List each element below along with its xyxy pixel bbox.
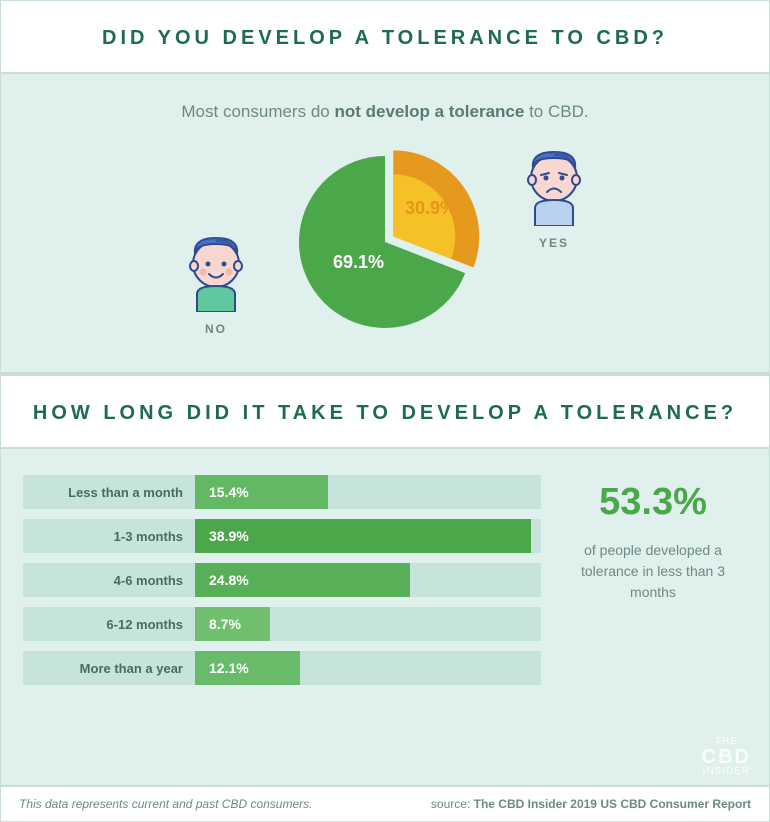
footer-source-label: source: bbox=[431, 797, 474, 811]
avatar-no-label: NO bbox=[205, 322, 227, 336]
bar-fill: 24.8% bbox=[195, 563, 410, 597]
bar-row: Less than a month15.4% bbox=[23, 475, 541, 509]
section2-title-band: HOW LONG DID IT TAKE TO DEVELOP A TOLERA… bbox=[1, 374, 769, 449]
pie-svg bbox=[285, 142, 485, 342]
bar-track: 38.9% bbox=[195, 519, 541, 553]
section2-body: Less than a month15.4%1-3 months38.9%4-6… bbox=[1, 449, 769, 705]
brand-logo: THE CBD INSIDER bbox=[702, 737, 751, 777]
section1-title: DID YOU DEVELOP A TOLERANCE TO CBD? bbox=[21, 27, 749, 50]
pie-label-no: 69.1% bbox=[333, 252, 384, 273]
bar-category-label: 4-6 months bbox=[23, 563, 195, 597]
bar-track: 8.7% bbox=[195, 607, 541, 641]
callout-percent: 53.3% bbox=[559, 481, 747, 524]
footer-note: This data represents current and past CB… bbox=[19, 797, 312, 811]
footer-source-name: The CBD Insider 2019 US CBD Consumer Rep… bbox=[474, 797, 751, 811]
pie-label-yes: 30.9% bbox=[405, 198, 456, 219]
section2-title: HOW LONG DID IT TAKE TO DEVELOP A TOLERA… bbox=[21, 402, 749, 425]
callout-text: of people developed a tolerance in less … bbox=[559, 540, 747, 603]
bar-category-label: 6-12 months bbox=[23, 607, 195, 641]
bar-chart: Less than a month15.4%1-3 months38.9%4-6… bbox=[23, 475, 541, 695]
avatar-yes-label: YES bbox=[539, 236, 569, 250]
footer: This data represents current and past CB… bbox=[1, 785, 769, 821]
bars-area: Less than a month15.4%1-3 months38.9%4-6… bbox=[23, 475, 747, 695]
pie-row: NO 69.1% 30.9% bbox=[21, 142, 749, 342]
avatar-yes-col: YES bbox=[509, 148, 599, 250]
bar-category-label: Less than a month bbox=[23, 475, 195, 509]
pie-chart: 69.1% 30.9% bbox=[285, 142, 485, 342]
callout: 53.3% of people developed a tolerance in… bbox=[559, 475, 747, 603]
avatar-no-col: NO bbox=[171, 234, 261, 336]
bar-row: 6-12 months8.7% bbox=[23, 607, 541, 641]
subtitle-pre: Most consumers do bbox=[181, 102, 334, 121]
bar-track: 24.8% bbox=[195, 563, 541, 597]
sad-face-icon bbox=[521, 148, 587, 226]
section1-title-band: DID YOU DEVELOP A TOLERANCE TO CBD? bbox=[1, 1, 769, 74]
footer-source: source: The CBD Insider 2019 US CBD Cons… bbox=[431, 797, 751, 811]
happy-face-icon bbox=[183, 234, 249, 312]
bar-row: More than a year12.1% bbox=[23, 651, 541, 685]
bar-category-label: 1-3 months bbox=[23, 519, 195, 553]
bar-fill: 8.7% bbox=[195, 607, 270, 641]
infographic-container: DID YOU DEVELOP A TOLERANCE TO CBD? Most… bbox=[0, 0, 770, 822]
section1-body: Most consumers do not develop a toleranc… bbox=[1, 74, 769, 374]
logo-bot: INSIDER bbox=[702, 767, 751, 777]
bar-fill: 15.4% bbox=[195, 475, 328, 509]
bar-category-label: More than a year bbox=[23, 651, 195, 685]
subtitle-bold: not develop a tolerance bbox=[334, 102, 524, 121]
subtitle-post: to CBD. bbox=[524, 102, 588, 121]
bar-fill: 38.9% bbox=[195, 519, 531, 553]
bar-row: 1-3 months38.9% bbox=[23, 519, 541, 553]
bar-track: 15.4% bbox=[195, 475, 541, 509]
logo-mid: CBD bbox=[702, 747, 751, 767]
bar-track: 12.1% bbox=[195, 651, 541, 685]
section1-subtitle: Most consumers do not develop a toleranc… bbox=[21, 102, 749, 122]
bar-fill: 12.1% bbox=[195, 651, 300, 685]
bar-row: 4-6 months24.8% bbox=[23, 563, 541, 597]
